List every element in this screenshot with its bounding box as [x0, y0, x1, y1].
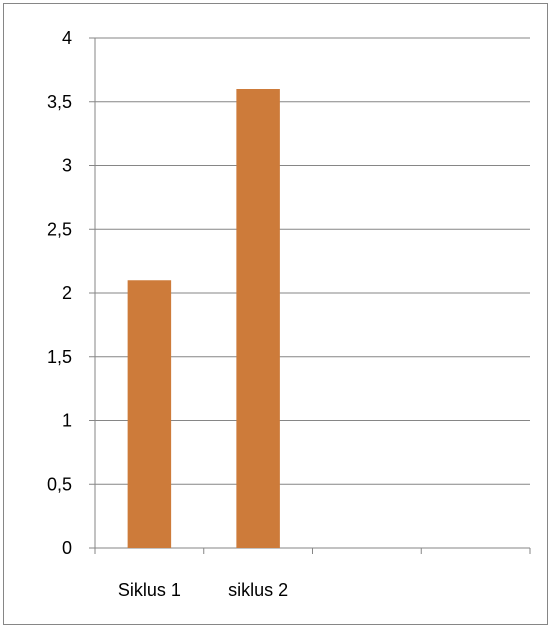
y-tick-label: 0,5: [47, 474, 72, 494]
bar: [127, 280, 172, 548]
y-tick-label: 3: [62, 156, 72, 176]
y-tick-label: 3,5: [47, 92, 72, 112]
y-tick-label: 2,5: [47, 219, 72, 239]
axes: [89, 37, 531, 554]
bars: [127, 89, 280, 548]
y-tick-label: 1: [62, 411, 72, 431]
x-category-label: Siklus 1: [118, 580, 181, 600]
y-tick-labels: 0 0,5 1 1,5 2 2,5 3 3,5 4: [47, 28, 72, 558]
x-category-label: siklus 2: [228, 580, 288, 600]
y-tick-label: 4: [62, 28, 72, 48]
y-tick-label: 1,5: [47, 347, 72, 367]
bar: [236, 89, 280, 548]
y-tick-label: 2: [62, 283, 72, 303]
x-category-labels: Siklus 1 siklus 2: [118, 580, 288, 600]
y-tick-label: 0: [62, 538, 72, 558]
